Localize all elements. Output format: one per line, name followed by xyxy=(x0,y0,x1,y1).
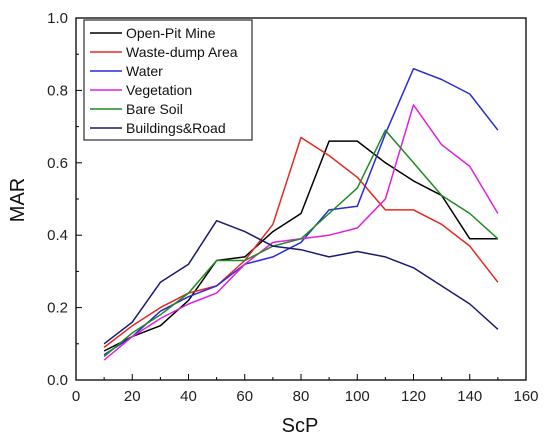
legend-label-waste-dump-area: Waste-dump Area xyxy=(126,44,238,60)
x-tick-label: 0 xyxy=(72,388,80,405)
x-tick-label: 160 xyxy=(513,388,538,405)
series-line-water xyxy=(103,67,499,356)
x-axis-title: ScP xyxy=(282,415,319,437)
x-tick-label: 40 xyxy=(180,388,197,405)
y-tick-label: 1.0 xyxy=(47,10,68,27)
y-tick-label: 0.0 xyxy=(47,372,68,389)
y-tick-label: 0.4 xyxy=(47,227,68,244)
x-tick-label: 20 xyxy=(124,388,141,405)
legend-label-bare-soil: Bare Soil xyxy=(126,101,183,117)
series-line-waste-dump-area xyxy=(103,136,499,348)
legend-label-buildings-road: Buildings&Road xyxy=(126,120,226,136)
x-tick-label: 140 xyxy=(457,388,482,405)
legend-label-water: Water xyxy=(126,63,163,79)
y-tick-label: 0.8 xyxy=(47,82,68,99)
series-line-vegetation xyxy=(103,104,499,361)
x-tick-label: 120 xyxy=(401,388,426,405)
legend-label-open-pit-mine: Open-Pit Mine xyxy=(126,25,216,41)
legend-label-vegetation: Vegetation xyxy=(126,82,192,98)
legend-box xyxy=(83,19,253,141)
y-tick-label: 0.2 xyxy=(47,300,68,317)
x-tick-label: 60 xyxy=(236,388,253,405)
series-line-buildings-road xyxy=(103,219,499,345)
series-line-open-pit-mine xyxy=(103,140,498,352)
x-tick-label: 80 xyxy=(293,388,310,405)
x-tick-label: 100 xyxy=(345,388,370,405)
y-tick-label: 0.6 xyxy=(47,155,68,172)
y-axis-title: MAR xyxy=(7,178,29,222)
series-line-bare-soil xyxy=(103,129,499,358)
